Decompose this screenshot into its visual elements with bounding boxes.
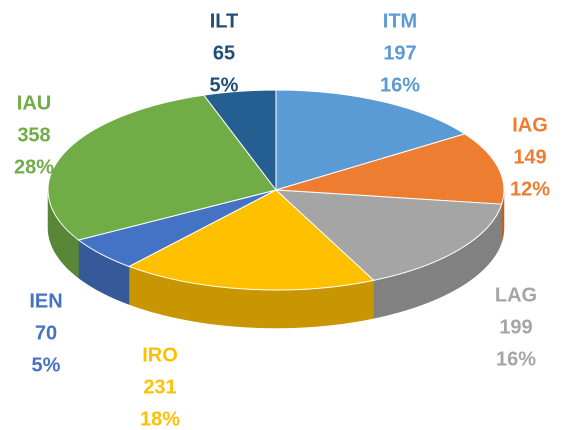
slice	[274, 189, 503, 281]
label-category: IRO	[142, 344, 178, 366]
label-category: IAU	[17, 92, 51, 114]
label-percent: 12%	[510, 178, 550, 200]
label-percent: 5%	[210, 74, 239, 96]
label-value: 199	[499, 316, 532, 338]
label-category: IEN	[29, 290, 62, 312]
label-category: LAG	[495, 284, 537, 306]
slice	[275, 133, 505, 205]
label-value: 65	[213, 42, 235, 64]
slice	[47, 94, 277, 241]
slice	[202, 89, 277, 192]
slice	[275, 89, 466, 191]
label-percent: 16%	[496, 348, 536, 370]
label-percent: 28%	[14, 156, 54, 178]
label-value: 149	[513, 146, 546, 168]
label-value: 197	[383, 42, 416, 64]
label-percent: 18%	[140, 408, 180, 430]
label-category: ITM	[383, 10, 417, 32]
slice	[127, 189, 375, 291]
label-category: ILT	[210, 10, 239, 32]
label-value: 358	[17, 124, 50, 146]
label-percent: 5%	[32, 354, 61, 376]
label-value: 231	[143, 376, 176, 398]
label-category: IAG	[512, 114, 548, 136]
label-value: 70	[35, 322, 57, 344]
label-percent: 16%	[380, 74, 420, 96]
